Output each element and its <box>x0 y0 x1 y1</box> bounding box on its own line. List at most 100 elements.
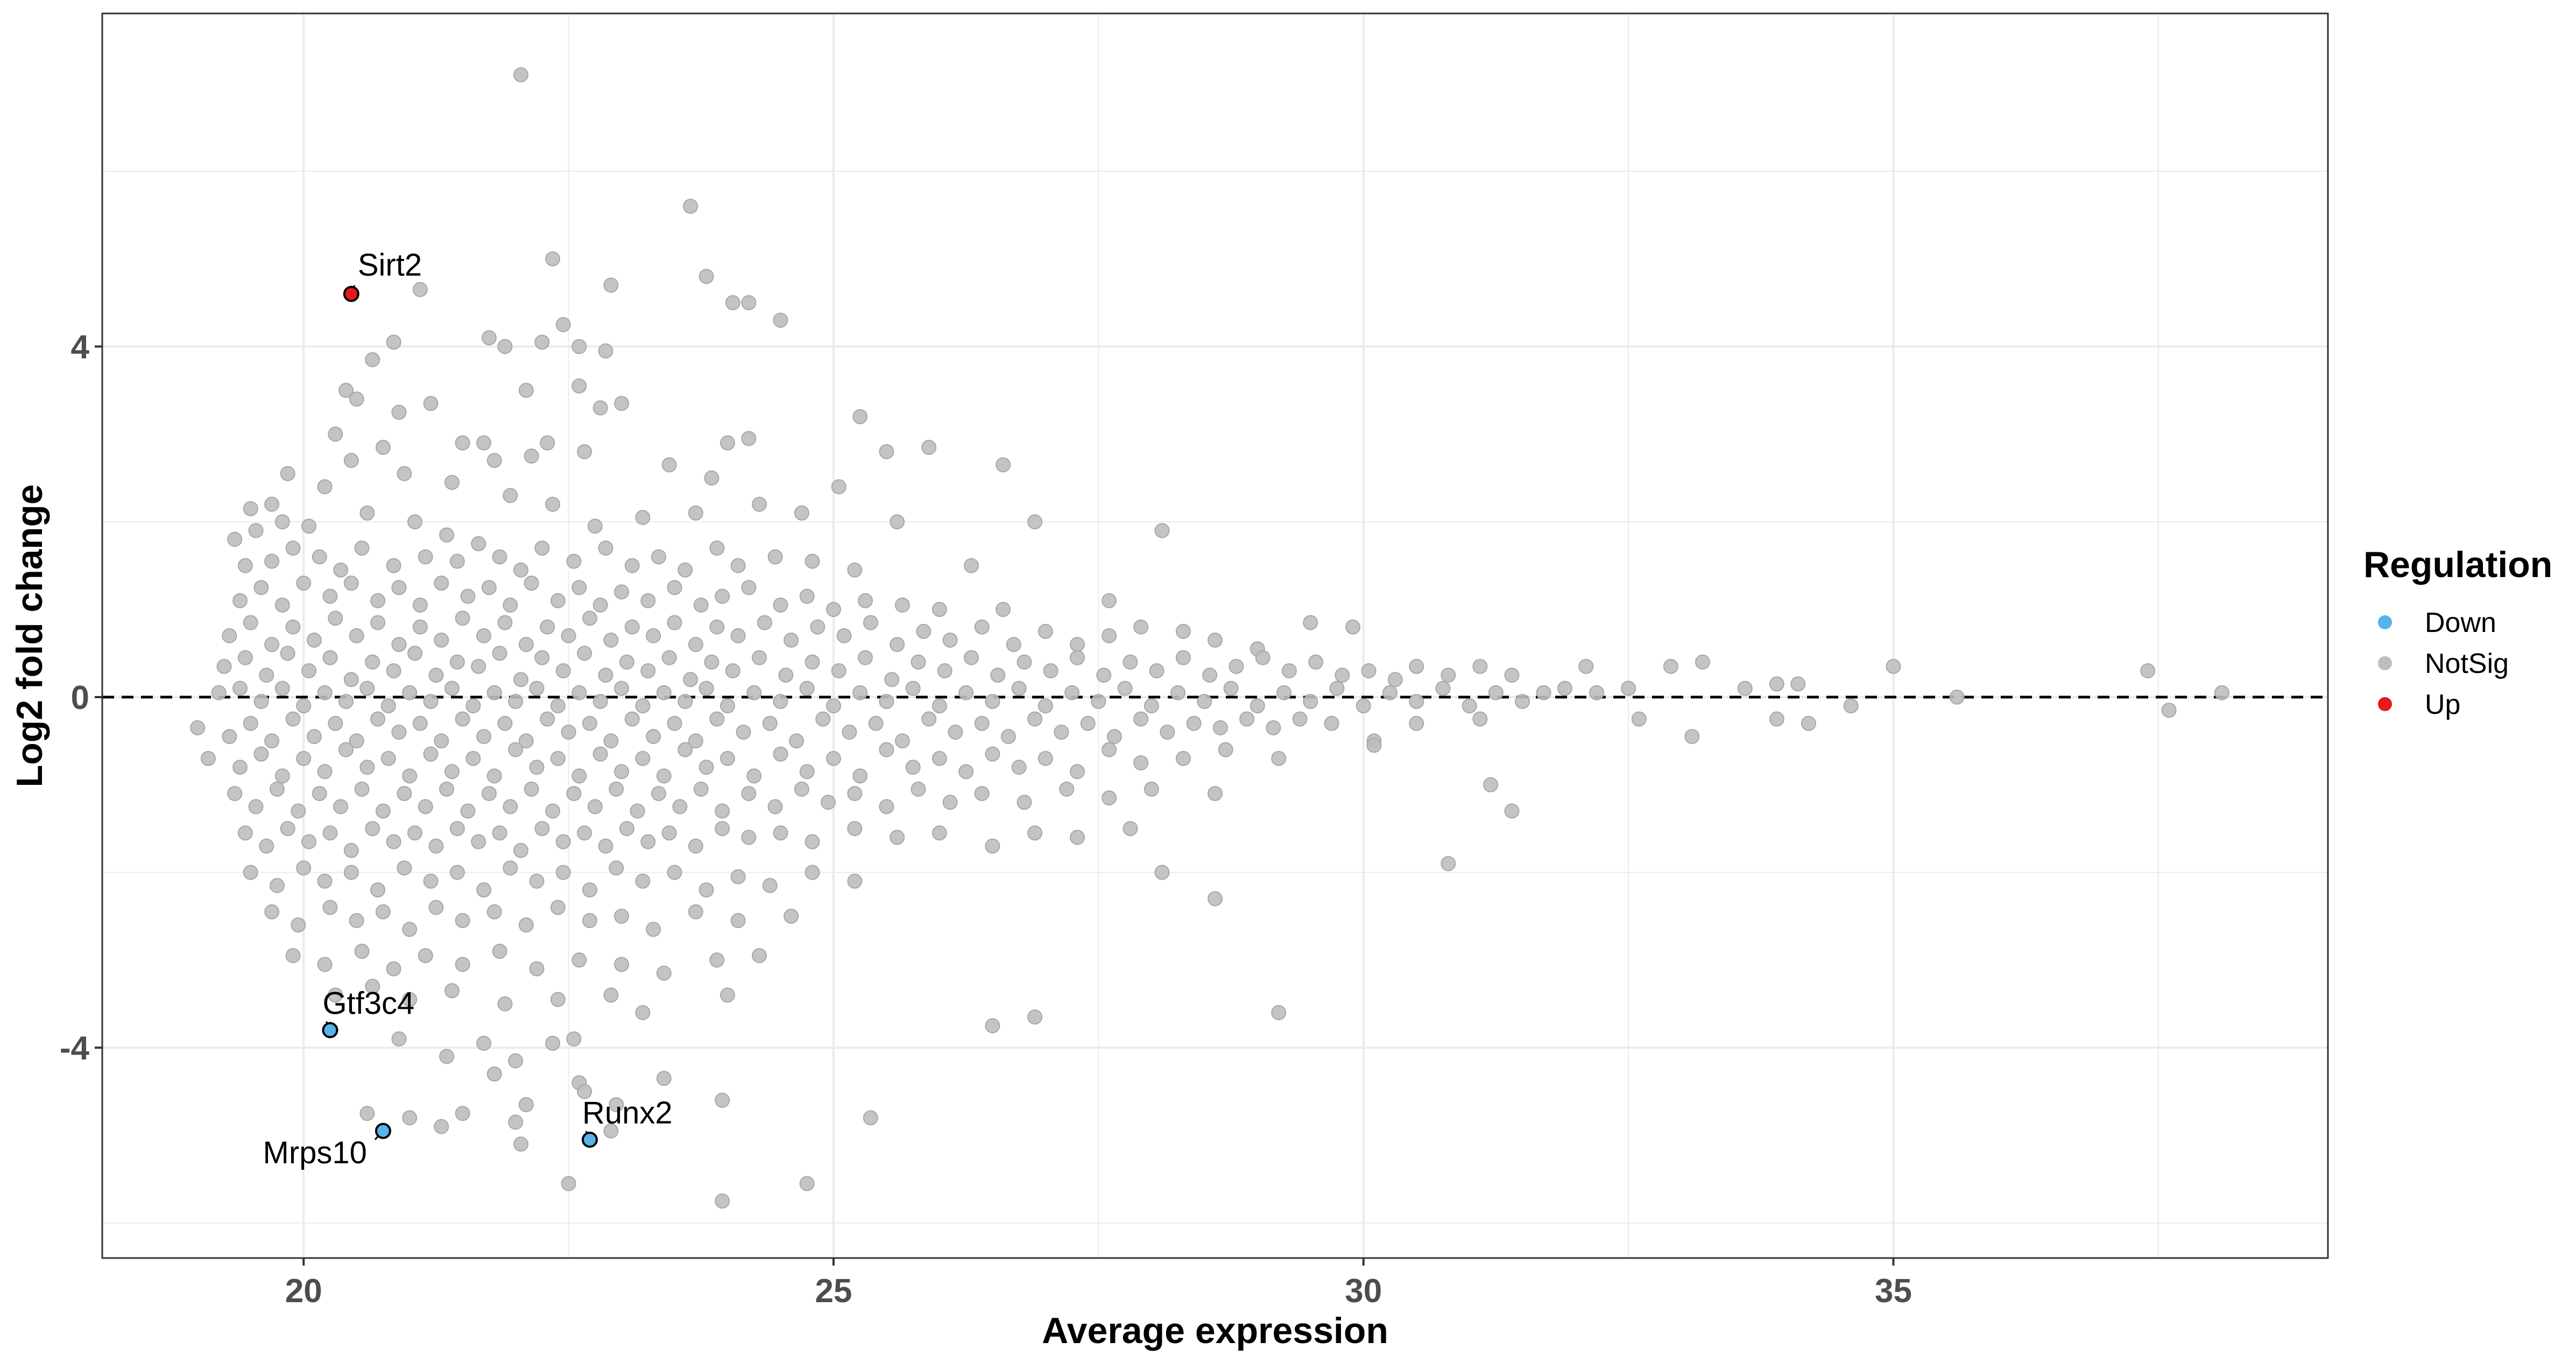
data-point-notsig <box>725 663 740 679</box>
data-point-notsig <box>566 1031 582 1046</box>
data-point-notsig <box>338 383 354 398</box>
data-point-notsig <box>804 654 820 670</box>
data-point-notsig <box>890 830 905 845</box>
data-point-notsig <box>1186 715 1202 731</box>
data-point-notsig <box>730 628 746 643</box>
data-point-notsig <box>343 842 359 858</box>
data-point-notsig <box>264 637 280 652</box>
data-point-notsig <box>683 672 698 687</box>
data-point-notsig <box>423 694 439 709</box>
data-point-notsig <box>1069 637 1085 652</box>
data-point-notsig <box>698 882 714 898</box>
data-point-notsig <box>1684 729 1700 744</box>
data-point-notsig <box>529 961 545 976</box>
data-point-notsig <box>741 580 757 595</box>
data-point-notsig <box>402 922 418 937</box>
data-point-notsig <box>603 1123 619 1139</box>
data-point-notsig <box>958 764 974 779</box>
data-point-notsig <box>550 593 566 608</box>
data-point-notsig <box>715 1092 730 1108</box>
data-point-notsig <box>455 435 470 451</box>
data-point-notsig <box>646 729 661 744</box>
data-point-notsig <box>1843 698 1859 714</box>
data-point-notsig <box>227 786 243 802</box>
data-point-notsig <box>1218 742 1233 757</box>
data-point-notsig <box>582 913 597 929</box>
data-point-notsig <box>439 527 455 543</box>
data-point-notsig <box>879 444 894 460</box>
data-point-notsig <box>931 602 947 617</box>
data-point-notsig <box>2140 663 2156 679</box>
data-point-notsig <box>481 330 497 346</box>
data-point-notsig <box>582 715 597 731</box>
data-point-notsig <box>661 457 677 473</box>
data-point-notsig <box>736 725 751 740</box>
data-point-notsig <box>942 795 958 810</box>
data-point-notsig <box>248 523 264 538</box>
data-point-notsig <box>587 799 603 814</box>
data-point-notsig <box>916 623 931 639</box>
data-point-notsig <box>397 860 412 876</box>
data-point-notsig <box>397 786 412 802</box>
data-point-notsig <box>688 733 703 749</box>
data-point-notsig <box>407 514 423 530</box>
data-point-notsig <box>847 873 863 889</box>
data-point-notsig <box>497 615 513 630</box>
data-point-notsig <box>391 580 407 595</box>
data-point-notsig <box>492 825 507 841</box>
data-point-notsig <box>804 834 820 849</box>
data-point-notsig <box>237 825 253 841</box>
data-point-notsig <box>449 865 465 880</box>
data-point-notsig <box>455 711 470 727</box>
data-point-notsig <box>508 694 524 709</box>
data-point-notsig <box>370 711 386 727</box>
data-point-notsig <box>603 733 619 749</box>
data-point-notsig <box>571 768 587 784</box>
data-point-notsig <box>386 334 401 350</box>
data-point-notsig <box>1069 650 1085 665</box>
data-point-notsig <box>402 768 418 784</box>
data-point-notsig <box>773 312 788 328</box>
data-point-notsig <box>592 694 608 709</box>
data-point-notsig <box>434 1119 449 1134</box>
data-point-notsig <box>1011 680 1027 696</box>
data-point-notsig <box>1069 830 1085 845</box>
data-point-notsig <box>529 760 545 775</box>
data-point-notsig <box>1536 685 1551 700</box>
data-point-notsig <box>942 633 958 648</box>
data-point-notsig <box>1133 711 1149 727</box>
data-point-notsig <box>1303 694 1318 709</box>
data-point-notsig <box>810 619 825 635</box>
highlighted-point-runx2 <box>581 1132 598 1148</box>
data-point-notsig <box>640 593 656 608</box>
data-point-notsig <box>524 575 539 591</box>
data-point-notsig <box>704 470 719 486</box>
data-point-notsig <box>784 633 799 648</box>
data-point-notsig <box>858 650 873 665</box>
data-point-notsig <box>550 992 566 1007</box>
data-point-notsig <box>317 685 333 700</box>
data-point-notsig <box>343 575 359 591</box>
data-point-notsig <box>1229 658 1244 674</box>
data-point-notsig <box>471 658 486 674</box>
data-point-notsig <box>1409 658 1424 674</box>
data-point-notsig <box>773 694 788 709</box>
data-point-notsig <box>1324 715 1339 731</box>
data-point-notsig <box>715 588 730 604</box>
data-point-notsig <box>651 786 666 802</box>
data-point-notsig <box>513 562 528 578</box>
data-point-notsig <box>476 729 492 744</box>
data-point-notsig <box>333 562 349 578</box>
data-point-notsig <box>449 654 465 670</box>
data-point-notsig <box>1059 781 1075 797</box>
data-point-notsig <box>354 540 370 556</box>
data-point-notsig <box>444 764 460 779</box>
data-point-notsig <box>349 628 364 643</box>
data-point-notsig <box>227 531 243 547</box>
data-point-notsig <box>1769 676 1784 692</box>
data-point-notsig <box>322 900 338 915</box>
data-point-notsig <box>709 952 725 968</box>
data-point-notsig <box>1144 781 1159 797</box>
data-point-notsig <box>624 711 640 727</box>
data-point-notsig <box>216 658 232 674</box>
